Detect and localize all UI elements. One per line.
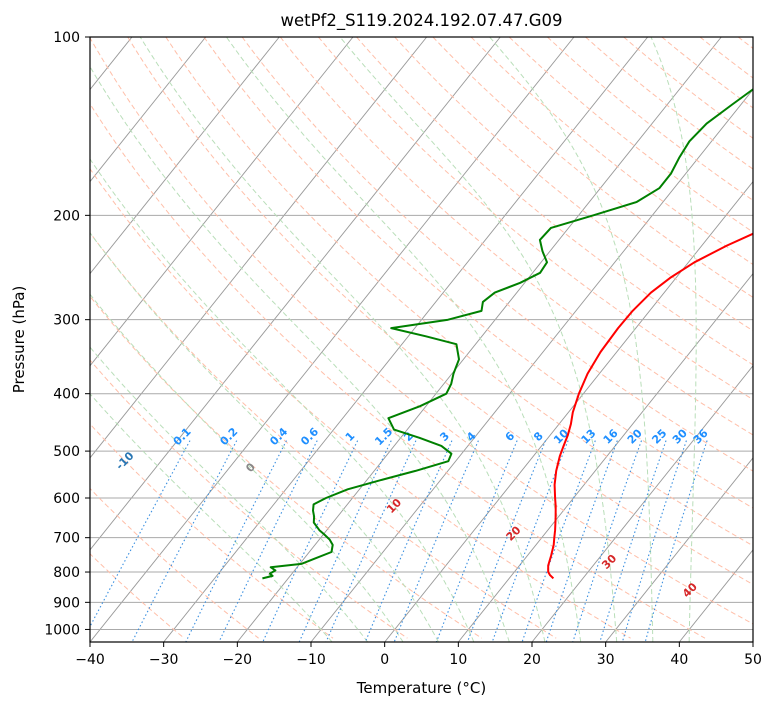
- isotherm-line: [457, 272, 753, 642]
- dry-adiabat-line: [90, 423, 334, 639]
- x-tick-label: 30: [597, 652, 615, 668]
- mixing-ratio-line: [131, 440, 238, 642]
- y-tick-label: 700: [53, 531, 80, 547]
- mixing-ratio-line: [185, 440, 287, 642]
- isotherm-grid: [90, 37, 753, 642]
- x-tick-label: −40: [75, 652, 105, 668]
- y-tick-label: 100: [53, 30, 80, 46]
- dry-adiabat-line: [470, 37, 753, 266]
- moist-adiabats: [90, 37, 697, 642]
- dewpoint-profile-line: [262, 88, 753, 580]
- isotherm-line: [90, 37, 354, 367]
- isobar-grid: [90, 37, 753, 630]
- x-tick-label: 20: [523, 652, 541, 668]
- mixing-ratio-line: [90, 440, 191, 628]
- dry-adiabat-line: [432, 37, 753, 298]
- mixing-ratio-line: [435, 440, 518, 642]
- mixing-ratio-line: [364, 440, 453, 642]
- mixing-ratio-line: [572, 440, 643, 642]
- moist-adiabat-line: [90, 393, 333, 642]
- mixing-ratio-lines: [90, 440, 708, 642]
- moist-adiabat-line: [489, 37, 654, 642]
- temperature-profile-line: [547, 232, 753, 580]
- dry-adiabat-line: [90, 359, 408, 639]
- moist-adiabat-line: [90, 293, 404, 642]
- mixing-ratio-line: [491, 440, 569, 642]
- x-tick-label: −20: [223, 652, 253, 668]
- x-tick-label: 40: [670, 652, 688, 668]
- mixing-ratio-line: [218, 440, 318, 642]
- mixing-ratio-line: [262, 440, 359, 642]
- y-tick-label: 1000: [44, 622, 80, 638]
- mixing-ratio-line: [599, 440, 667, 642]
- isotherm-line: [531, 365, 753, 642]
- dry-adiabat-line: [90, 487, 259, 639]
- dry-adiabat-line: [90, 231, 557, 639]
- mixing-ratio-line: [466, 440, 547, 642]
- y-tick-label: 400: [53, 387, 80, 403]
- isotherm-line: [384, 180, 753, 642]
- chart-title: wetPf2_S119.2024.192.07.47.G09: [280, 11, 562, 31]
- mixing-ratio-line: [644, 440, 708, 642]
- x-tick-label: 50: [744, 652, 762, 668]
- dry-adiabat-line: [318, 37, 753, 401]
- dry-adiabat-line: [508, 37, 753, 233]
- isotherm-line: [90, 37, 207, 183]
- y-tick-label: 900: [53, 595, 80, 611]
- moist-adiabat-line: [90, 158, 475, 642]
- y-tick-label: 500: [53, 444, 80, 460]
- isotherm-line: [605, 457, 753, 642]
- y-tick-label: 200: [53, 208, 80, 224]
- y-axis-ticks: 100 200 300 400 500 600 700 800 900 1000: [44, 30, 90, 638]
- isotherm-line: [90, 37, 501, 551]
- moist-adiabat-line: [139, 37, 546, 642]
- dry-adiabat-line: [547, 37, 753, 201]
- dry-adiabat-line: [241, 37, 753, 472]
- x-tick-label: −10: [296, 652, 326, 668]
- y-tick-label: 600: [53, 491, 80, 507]
- x-tick-label: 0: [380, 652, 389, 668]
- moist-adiabat-line: [225, 37, 582, 642]
- dry-adiabat-line: [90, 295, 483, 639]
- mixing-ratio-line: [545, 440, 618, 642]
- moist-adiabat-line: [90, 65, 510, 642]
- isotherm-line: [90, 37, 280, 275]
- x-axis-ticks: −40 −30 −20 −10 0 10 20 30 40 50: [75, 642, 762, 668]
- y-tick-label: 800: [53, 565, 80, 581]
- x-tick-label: 10: [449, 652, 467, 668]
- moist-adiabat-line: [90, 346, 369, 642]
- isotherm-line: [236, 37, 722, 642]
- dry-adiabat-line: [90, 103, 706, 639]
- moist-adiabat-line: [650, 37, 697, 642]
- plot-area: -100-90-80-70-60-50-40-30-20-100.10.20.4…: [90, 37, 753, 642]
- mixing-ratio-line: [521, 440, 596, 642]
- plot-frame: [89, 36, 754, 643]
- dry-adiabat-line: [90, 167, 631, 639]
- mixing-ratio-line: [298, 440, 392, 642]
- profile-lines: [262, 88, 753, 580]
- dry-adiabat-line: [279, 37, 753, 436]
- dry-adiabat-line: [165, 37, 753, 547]
- dry-adiabats: [90, 37, 753, 639]
- dry-adiabat-line: [623, 37, 753, 139]
- mixing-ratio-line: [621, 440, 687, 642]
- dry-adiabat-line: [356, 37, 753, 366]
- moist-adiabat-line: [90, 232, 439, 642]
- y-axis-title: Pressure (hPa): [10, 286, 28, 394]
- isotherm-line: [90, 37, 428, 459]
- x-tick-label: −30: [149, 652, 179, 668]
- x-axis-title: Temperature (°C): [356, 679, 486, 697]
- y-tick-label: 300: [53, 313, 80, 329]
- isotherm-line: [90, 37, 575, 642]
- isotherm-line: [163, 37, 649, 642]
